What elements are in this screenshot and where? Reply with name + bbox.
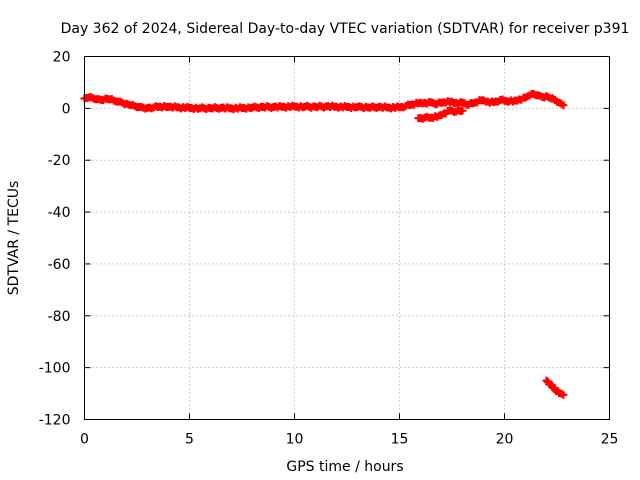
x-tick-label: 5 [185,432,194,448]
x-tick-label: 20 [496,432,514,448]
y-tick-label: -120 [39,413,71,429]
data-point [458,106,467,115]
y-tick-label: 20 [53,50,71,66]
y-tick-label: -80 [48,309,71,325]
y-tick-label: 0 [62,101,71,117]
x-tick-label: 25 [601,432,619,448]
data-point [559,101,568,110]
y-axis: 20 0 -20 -40 -60 -80 -100 -120 [39,50,610,429]
x-tick-label: 10 [286,432,304,448]
y-tick-label: -20 [48,153,71,169]
x-axis: 0 5 10 15 20 25 [80,56,619,448]
data-point [559,390,568,399]
grid-lines [84,56,610,420]
data-points [80,89,568,399]
y-tick-label: -60 [48,257,71,273]
x-tick-label: 0 [80,432,89,448]
plot-frame [84,56,610,420]
x-axis-label: GPS time / hours [286,459,403,475]
y-tick-label: -40 [48,205,71,221]
y-tick-label: -100 [39,361,71,377]
chart-title: Day 362 of 2024, Sidereal Day-to-day VTE… [61,21,630,37]
y-axis-label: SDTVAR / TECUs [6,181,22,296]
x-tick-label: 15 [391,432,409,448]
